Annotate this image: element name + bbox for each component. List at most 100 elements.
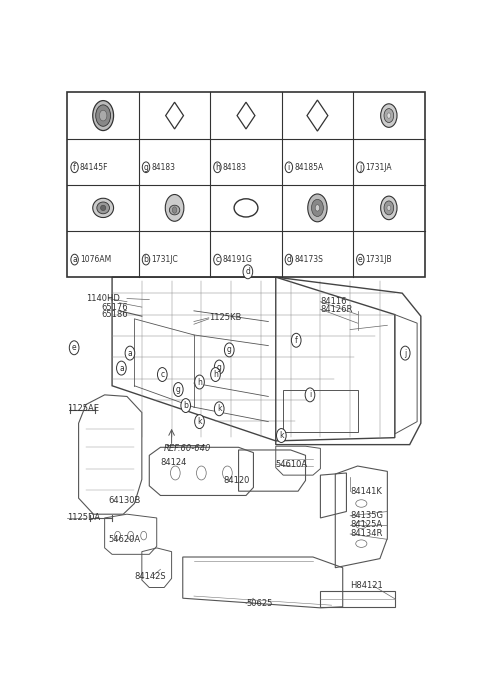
Circle shape	[195, 375, 204, 389]
Text: b: b	[144, 255, 148, 264]
Text: 1125DA: 1125DA	[67, 514, 101, 523]
Text: i: i	[288, 163, 290, 172]
Text: 84185A: 84185A	[294, 163, 324, 172]
Text: 1125KB: 1125KB	[209, 313, 241, 322]
Text: 84142S: 84142S	[134, 572, 166, 581]
Text: a: a	[72, 255, 77, 264]
Circle shape	[117, 361, 126, 375]
Circle shape	[305, 388, 315, 402]
Text: 84126R: 84126R	[321, 304, 353, 313]
Text: a: a	[128, 349, 132, 358]
Circle shape	[387, 113, 391, 118]
Text: 1125AE: 1125AE	[67, 404, 99, 414]
Bar	[67, 92, 424, 277]
Text: 84183: 84183	[223, 163, 247, 172]
Circle shape	[172, 207, 177, 213]
Circle shape	[142, 162, 150, 172]
Circle shape	[173, 382, 183, 396]
Text: 64130B: 64130B	[108, 496, 141, 505]
Text: g: g	[144, 163, 148, 172]
Circle shape	[291, 334, 301, 348]
Text: b: b	[183, 401, 188, 410]
Circle shape	[276, 429, 286, 443]
Text: h: h	[197, 377, 202, 386]
Text: 84191G: 84191G	[223, 255, 252, 264]
Ellipse shape	[169, 205, 180, 215]
Text: g: g	[176, 385, 181, 394]
Text: e: e	[358, 255, 362, 264]
Ellipse shape	[100, 205, 106, 211]
Text: k: k	[279, 431, 284, 440]
Text: 54620A: 54620A	[108, 535, 141, 544]
Circle shape	[99, 111, 107, 121]
Text: 1076AM: 1076AM	[80, 255, 111, 264]
Circle shape	[165, 195, 184, 221]
Text: 65186: 65186	[101, 310, 128, 319]
Text: 65176: 65176	[101, 302, 128, 311]
Circle shape	[93, 101, 114, 131]
Circle shape	[357, 162, 364, 172]
Circle shape	[357, 254, 364, 265]
Circle shape	[285, 162, 293, 172]
Text: k: k	[217, 404, 221, 414]
Text: 84141K: 84141K	[350, 486, 382, 496]
Text: 1140HD: 1140HD	[86, 294, 120, 303]
Ellipse shape	[93, 198, 114, 218]
Text: 84145F: 84145F	[80, 163, 108, 172]
Text: h: h	[213, 370, 218, 379]
Circle shape	[384, 201, 394, 215]
Circle shape	[308, 194, 327, 222]
Text: f: f	[73, 163, 76, 172]
Text: j: j	[404, 349, 407, 358]
Text: k: k	[197, 417, 202, 426]
Text: 50625: 50625	[246, 599, 272, 608]
Text: 1731JA: 1731JA	[365, 163, 392, 172]
Text: g: g	[227, 345, 232, 354]
Circle shape	[96, 105, 110, 126]
Text: 84120: 84120	[224, 476, 250, 485]
Text: 84173S: 84173S	[294, 255, 323, 264]
Circle shape	[387, 205, 391, 211]
Text: c: c	[160, 370, 164, 379]
Text: REF.60-640: REF.60-640	[164, 444, 212, 453]
Circle shape	[157, 368, 167, 382]
Text: 1731JB: 1731JB	[365, 255, 392, 264]
Circle shape	[214, 162, 221, 172]
Circle shape	[312, 199, 324, 216]
Text: f: f	[295, 336, 298, 345]
Text: 84134R: 84134R	[350, 530, 383, 539]
Text: d: d	[245, 268, 250, 277]
Circle shape	[181, 399, 191, 413]
Circle shape	[71, 162, 78, 172]
Circle shape	[285, 254, 293, 265]
Circle shape	[381, 196, 397, 220]
Circle shape	[315, 205, 320, 211]
Text: h: h	[215, 163, 220, 172]
Circle shape	[125, 346, 135, 360]
Text: j: j	[359, 163, 361, 172]
Text: 84116: 84116	[321, 297, 347, 306]
Circle shape	[243, 265, 252, 279]
Circle shape	[71, 254, 78, 265]
Circle shape	[225, 343, 234, 357]
Text: 84183: 84183	[151, 163, 175, 172]
Circle shape	[195, 415, 204, 429]
Text: 54610A: 54610A	[276, 460, 308, 469]
Circle shape	[381, 104, 397, 127]
Text: g: g	[217, 363, 222, 372]
Circle shape	[215, 360, 224, 374]
Text: a: a	[119, 363, 124, 373]
Text: d: d	[287, 255, 291, 264]
Ellipse shape	[97, 202, 109, 214]
Text: 84124: 84124	[160, 458, 187, 467]
Text: 84135G: 84135G	[350, 512, 383, 521]
Text: 84125A: 84125A	[350, 521, 382, 530]
Text: H84121: H84121	[350, 581, 383, 590]
Circle shape	[214, 254, 221, 265]
Circle shape	[384, 108, 394, 122]
Text: e: e	[72, 343, 76, 352]
Text: i: i	[309, 391, 311, 400]
Circle shape	[215, 402, 224, 416]
Circle shape	[142, 254, 150, 265]
Text: c: c	[216, 255, 219, 264]
